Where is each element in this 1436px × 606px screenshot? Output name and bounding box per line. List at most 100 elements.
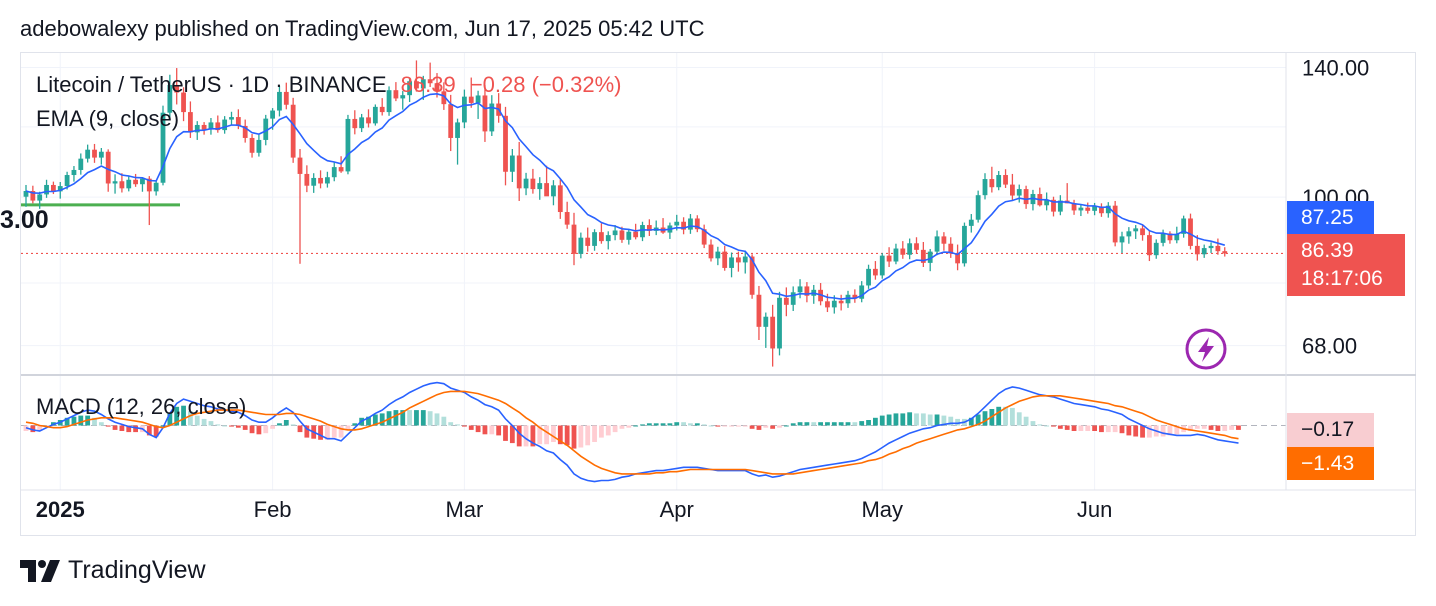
macd-histogram-bar [544, 425, 549, 445]
candle-body [537, 183, 543, 190]
signal-series-line[interactable] [25, 390, 1239, 475]
candle [37, 191, 43, 209]
macd-histogram-bar [674, 422, 680, 426]
candle [174, 68, 180, 105]
candle-body [482, 95, 488, 132]
candle [215, 115, 221, 133]
candle [71, 166, 77, 182]
candle [873, 261, 878, 280]
candle [1222, 247, 1228, 257]
macd-histogram-bar [1030, 421, 1036, 426]
candle-body [1051, 199, 1056, 212]
time-tick-label: 2025 [36, 497, 85, 522]
ema-series-line[interactable] [25, 92, 1226, 300]
candle [626, 228, 632, 245]
macd-histogram-bar [749, 425, 755, 429]
candle [1112, 200, 1118, 247]
candle-body [242, 125, 248, 138]
macd-histogram-bar [1229, 425, 1234, 430]
candle-body [208, 122, 214, 130]
candle [934, 230, 940, 256]
footer-brand[interactable]: TradingView [68, 556, 206, 584]
candle [804, 282, 810, 303]
candle-body [201, 124, 207, 130]
price-tick-label: 140.00 [1302, 56, 1369, 81]
candle-body [167, 84, 173, 113]
chart-frame[interactable] [20, 52, 1416, 536]
macd-histogram-bar [414, 410, 419, 426]
candle-body [797, 286, 803, 293]
macd-histogram-bar [838, 422, 844, 426]
candle [989, 166, 995, 193]
candle-body [420, 79, 426, 89]
candle [256, 134, 262, 157]
candle-body [283, 91, 289, 105]
candle [126, 175, 132, 192]
macd-histogram-bar [653, 423, 659, 426]
bar-countdown: 18:17:06 [1301, 267, 1383, 290]
macd-histogram-bar [1236, 425, 1241, 430]
candle-body [749, 256, 755, 295]
macd-histogram-bar [646, 423, 652, 426]
candle [1140, 224, 1145, 241]
candle [1037, 187, 1043, 207]
candle-body [331, 167, 337, 178]
candle-body [407, 81, 412, 96]
candle [948, 237, 954, 258]
ema-price-tag: 87.25 [1287, 201, 1374, 235]
candle-body [215, 122, 221, 131]
macd-histogram-bar [174, 406, 180, 426]
candle-body [1105, 205, 1111, 214]
macd-histogram-bar [783, 425, 789, 427]
candle-body [1181, 218, 1187, 234]
candle [530, 168, 536, 194]
lightning-icon[interactable] [1185, 328, 1227, 370]
candle [414, 60, 419, 92]
candle-body [1174, 233, 1180, 241]
candle [393, 82, 399, 102]
candle [1099, 203, 1104, 217]
candle-body [71, 169, 77, 176]
candle [1016, 184, 1022, 203]
candle [359, 113, 365, 133]
macd-histogram-bar [1140, 425, 1145, 438]
macd-histogram-bar [167, 413, 173, 426]
candle [907, 238, 913, 260]
macd-histogram-bar [1064, 425, 1070, 430]
candle-body [982, 179, 988, 196]
candle [140, 177, 145, 192]
candle [790, 286, 796, 311]
macd-histogram-bar [1119, 425, 1125, 434]
candle-body [551, 185, 556, 197]
candle [722, 245, 728, 271]
candle [777, 291, 782, 356]
macd-legend[interactable]: MACD (12, 26, close) [36, 394, 247, 419]
ema-legend[interactable]: EMA (9, close) [36, 106, 180, 131]
candle-body [770, 316, 776, 349]
candle-body [325, 177, 330, 184]
candle-body [1119, 236, 1125, 243]
candle [592, 229, 597, 251]
symbol-name[interactable]: Litecoin / TetherUS · 1D · BINANCE [36, 72, 387, 97]
candle-body [948, 243, 954, 254]
candle-body [1010, 184, 1015, 196]
change-legend: −0.28 (−0.32%) [469, 72, 622, 97]
candle [578, 232, 584, 259]
candle [564, 201, 570, 229]
candle-body [557, 185, 563, 213]
candle [242, 119, 248, 143]
macd-pane [21, 381, 1286, 483]
macd-histogram-bar [181, 405, 186, 426]
candle-body [249, 137, 255, 153]
macd-histogram-bar [612, 425, 618, 433]
candle [1078, 204, 1084, 217]
candle [85, 144, 91, 163]
macd-histogram-bar [770, 425, 776, 429]
candle-body [564, 212, 570, 225]
candle [222, 116, 228, 134]
level-label: 3.00 [0, 206, 49, 234]
candle [468, 77, 474, 108]
candle [996, 171, 1002, 191]
candle [1160, 229, 1166, 247]
